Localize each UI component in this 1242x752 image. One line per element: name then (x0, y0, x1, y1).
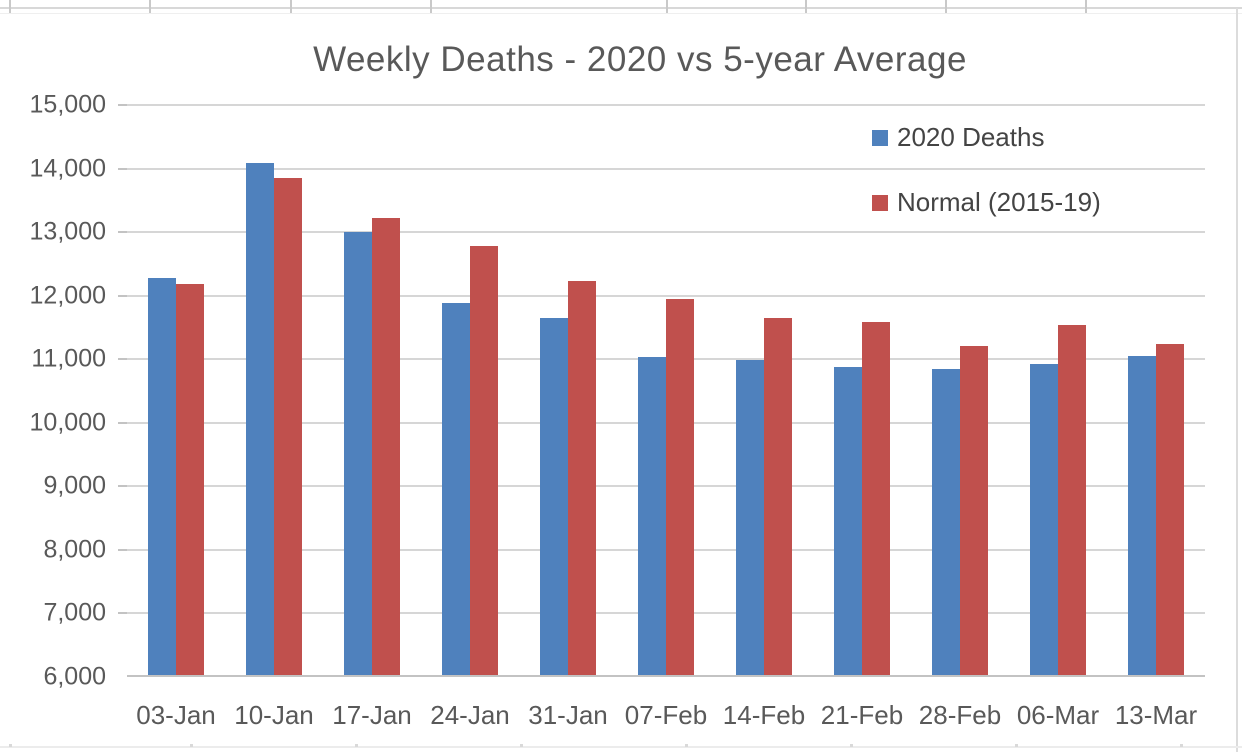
bar-2020-deaths-31-jan (540, 317, 568, 675)
y-axis-tick (118, 485, 127, 488)
spreadsheet-column-separator (9, 744, 12, 747)
y-axis-label: 9,000 (43, 471, 106, 500)
legend-label: 2020 Deaths (897, 122, 1045, 152)
spreadsheet-column-separator (850, 744, 853, 747)
y-axis-label: 7,000 (43, 598, 106, 627)
legend-label: Normal (2015-19) (897, 187, 1101, 217)
spreadsheet-right-gridline (1236, 8, 1238, 752)
bar-2020-deaths-13-mar (1128, 355, 1156, 675)
x-axis-label: 31-Jan (528, 700, 608, 730)
bar-normal-2015-19-07-feb (666, 298, 694, 675)
spreadsheet-column-separator (430, 0, 432, 13)
y-axis-tick (118, 167, 127, 170)
bar-normal-2015-19-31-jan (568, 280, 596, 675)
legend-item: 2020 Deaths (872, 122, 1044, 153)
bar-normal-2015-19-13-mar (1156, 343, 1184, 675)
bar-normal-2015-19-06-mar (1058, 325, 1086, 675)
gridline (127, 167, 1205, 170)
gridline (127, 104, 1205, 106)
bar-normal-2015-19-28-feb (960, 345, 988, 675)
spreadsheet-top-gridline-shadow (0, 13, 1242, 14)
gridline (127, 294, 1205, 297)
y-axis-label: 13,000 (29, 217, 106, 246)
y-axis-tick (118, 294, 127, 297)
bar-2020-deaths-24-jan (442, 302, 470, 675)
y-axis-label: 11,000 (31, 344, 106, 373)
bar-2020-deaths-10-jan (246, 163, 274, 675)
y-axis-tick (118, 358, 127, 361)
x-axis-label: 24-Jan (430, 700, 510, 730)
y-axis-label: 6,000 (43, 662, 106, 691)
bar-normal-2015-19-10-jan (274, 178, 302, 675)
spreadsheet-column-separator (685, 744, 688, 747)
bar-normal-2015-19-14-feb (764, 317, 792, 675)
spreadsheet-column-separator (520, 744, 523, 747)
y-axis-label: 15,000 (29, 90, 106, 119)
y-axis-tick (118, 421, 127, 424)
x-axis-label: 28-Feb (918, 700, 1002, 730)
bar-2020-deaths-06-mar (1030, 364, 1058, 675)
x-axis-label: 07-Feb (624, 700, 708, 730)
chart-title: Weekly Deaths - 2020 vs 5-year Average (313, 40, 967, 79)
x-axis-label: 13-Mar (1114, 700, 1198, 730)
y-axis-tick (118, 104, 127, 106)
x-axis-label: 17-Jan (332, 700, 412, 730)
spreadsheet-column-separator (666, 0, 668, 13)
x-axis-label: 10-Jan (234, 700, 314, 730)
y-axis-label: 12,000 (29, 281, 106, 310)
bar-normal-2015-19-03-jan (176, 283, 204, 675)
spreadsheet-column-separator (945, 0, 947, 13)
bar-2020-deaths-28-feb (932, 368, 960, 675)
x-axis-label: 14-Feb (722, 700, 806, 730)
bar-2020-deaths-14-feb (736, 360, 764, 675)
x-axis-label: 21-Feb (820, 700, 904, 730)
spreadsheet-column-separator (1085, 0, 1087, 13)
spreadsheet-top-gridline (0, 7, 1242, 9)
y-axis-tick (118, 548, 127, 551)
spreadsheet-column-separator (1180, 744, 1183, 747)
spreadsheet-column-separator (9, 0, 11, 13)
spreadsheet-column-separator (805, 0, 807, 13)
x-axis-label: 03-Jan (136, 700, 216, 730)
bar-2020-deaths-03-jan (148, 277, 176, 675)
spreadsheet-column-separator (149, 0, 151, 13)
plot-area (118, 104, 1205, 677)
spreadsheet-column-separator (1015, 744, 1018, 747)
y-axis-tick (118, 231, 127, 234)
spreadsheet-column-separator (355, 744, 358, 747)
bar-normal-2015-19-21-feb (862, 322, 890, 675)
spreadsheet-bottom-gridline (0, 746, 1242, 748)
x-axis-label: 06-Mar (1016, 700, 1100, 730)
bar-2020-deaths-07-feb (638, 357, 666, 675)
y-axis-tick (118, 612, 127, 615)
bar-2020-deaths-17-jan (344, 232, 372, 675)
legend-swatch-icon (872, 129, 888, 146)
bar-2020-deaths-21-feb (834, 367, 862, 675)
spreadsheet-column-separator (190, 744, 193, 747)
y-axis-label: 8,000 (43, 535, 106, 564)
y-axis-label: 10,000 (29, 408, 106, 437)
y-axis-label: 14,000 (29, 154, 106, 183)
legend-item: Normal (2015-19) (872, 187, 1101, 218)
bar-normal-2015-19-17-jan (372, 218, 400, 675)
legend-swatch-icon (872, 194, 888, 211)
bar-normal-2015-19-24-jan (470, 246, 498, 675)
spreadsheet-column-separator (290, 0, 292, 13)
gridline (127, 231, 1205, 234)
